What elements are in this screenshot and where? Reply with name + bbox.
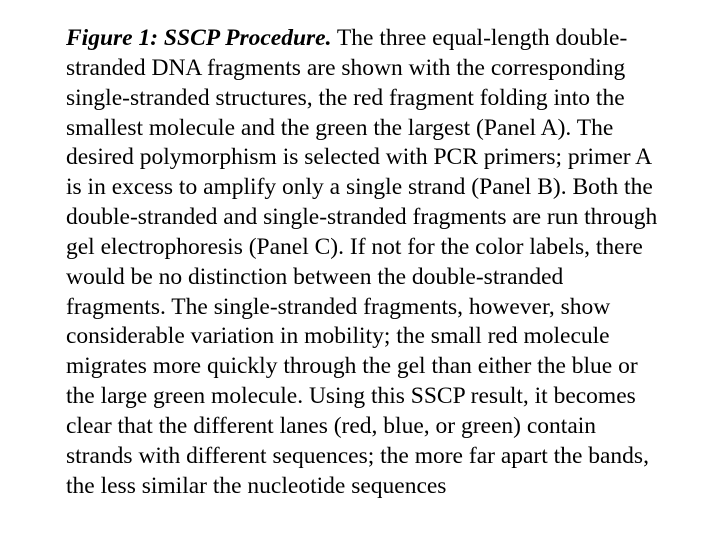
caption-body: The three equal-length double-stranded D… bbox=[66, 25, 657, 499]
figure-caption: Figure 1: SSCP Procedure. The three equa… bbox=[66, 24, 660, 502]
figure-label: Figure 1: SSCP Procedure. bbox=[66, 25, 331, 51]
